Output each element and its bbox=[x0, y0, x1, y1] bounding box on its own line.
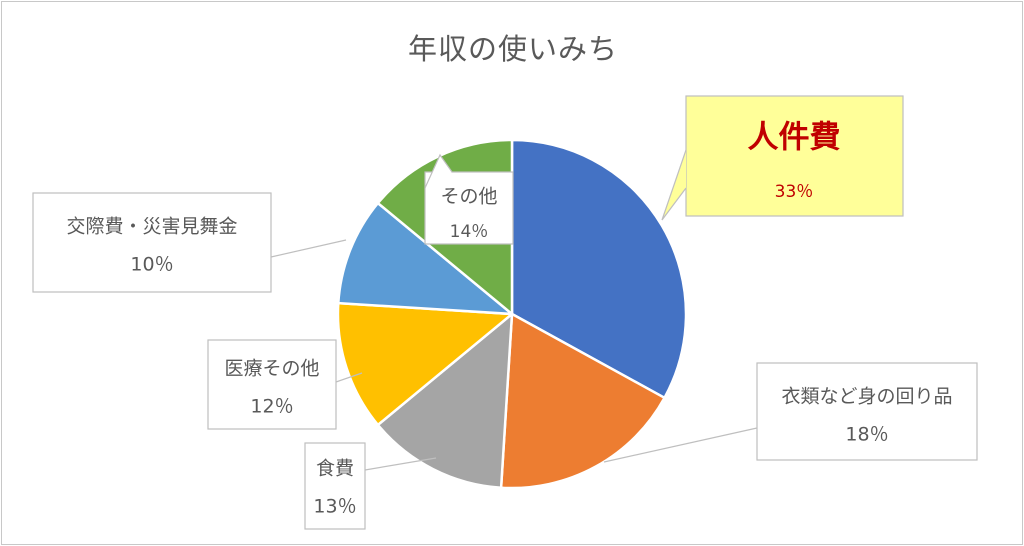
pie-slice-2 bbox=[499, 312, 666, 490]
data-label-name-5: 交際費・災害見舞金 bbox=[66, 216, 237, 238]
chart-title: 年収の使いみち bbox=[407, 32, 618, 66]
data-label-value-3: 13％ bbox=[313, 496, 356, 518]
pie-slice-5 bbox=[337, 201, 514, 316]
data-label-name-1: 人件費 bbox=[748, 120, 841, 156]
data-label-value-4: 12％ bbox=[250, 396, 293, 418]
data-label-value-2: 18％ bbox=[845, 424, 888, 446]
data-label-value-5: 10％ bbox=[130, 254, 173, 276]
pie-slice-3 bbox=[376, 312, 514, 489]
data-label-box-5 bbox=[32, 192, 272, 293]
data-label-box-6 bbox=[424, 171, 514, 245]
data-label-value-6: 14％ bbox=[450, 222, 489, 242]
data-label-name-2: 衣類など身の回り品 bbox=[781, 386, 952, 408]
data-label-name-3: 食費 bbox=[316, 458, 354, 480]
data-label-value-1: 33％ bbox=[775, 182, 814, 202]
data-label-name-4: 医療その他 bbox=[224, 358, 319, 380]
pie-slice-1 bbox=[510, 138, 688, 400]
leader-line-4 bbox=[335, 372, 363, 383]
data-label-box-2 bbox=[756, 362, 978, 461]
callout-tail-6 bbox=[424, 153, 453, 189]
data-label-box-3 bbox=[304, 442, 366, 530]
data-label-box-1 bbox=[685, 95, 904, 217]
pie-callouts: 人件費 33％ 衣類など身の回り品 18％ 食費 13％ 医療その他 12％ 交際費・災害見舞金… bbox=[32, 95, 978, 530]
leader-line-2 bbox=[603, 427, 758, 463]
data-label-name-6: その他 bbox=[440, 186, 497, 208]
pie-slice-4 bbox=[336, 301, 514, 427]
data-label-box-4 bbox=[207, 339, 337, 430]
callout-tail-1 bbox=[661, 149, 687, 221]
leader-line-5 bbox=[270, 239, 347, 258]
leader-line-3 bbox=[364, 457, 437, 471]
